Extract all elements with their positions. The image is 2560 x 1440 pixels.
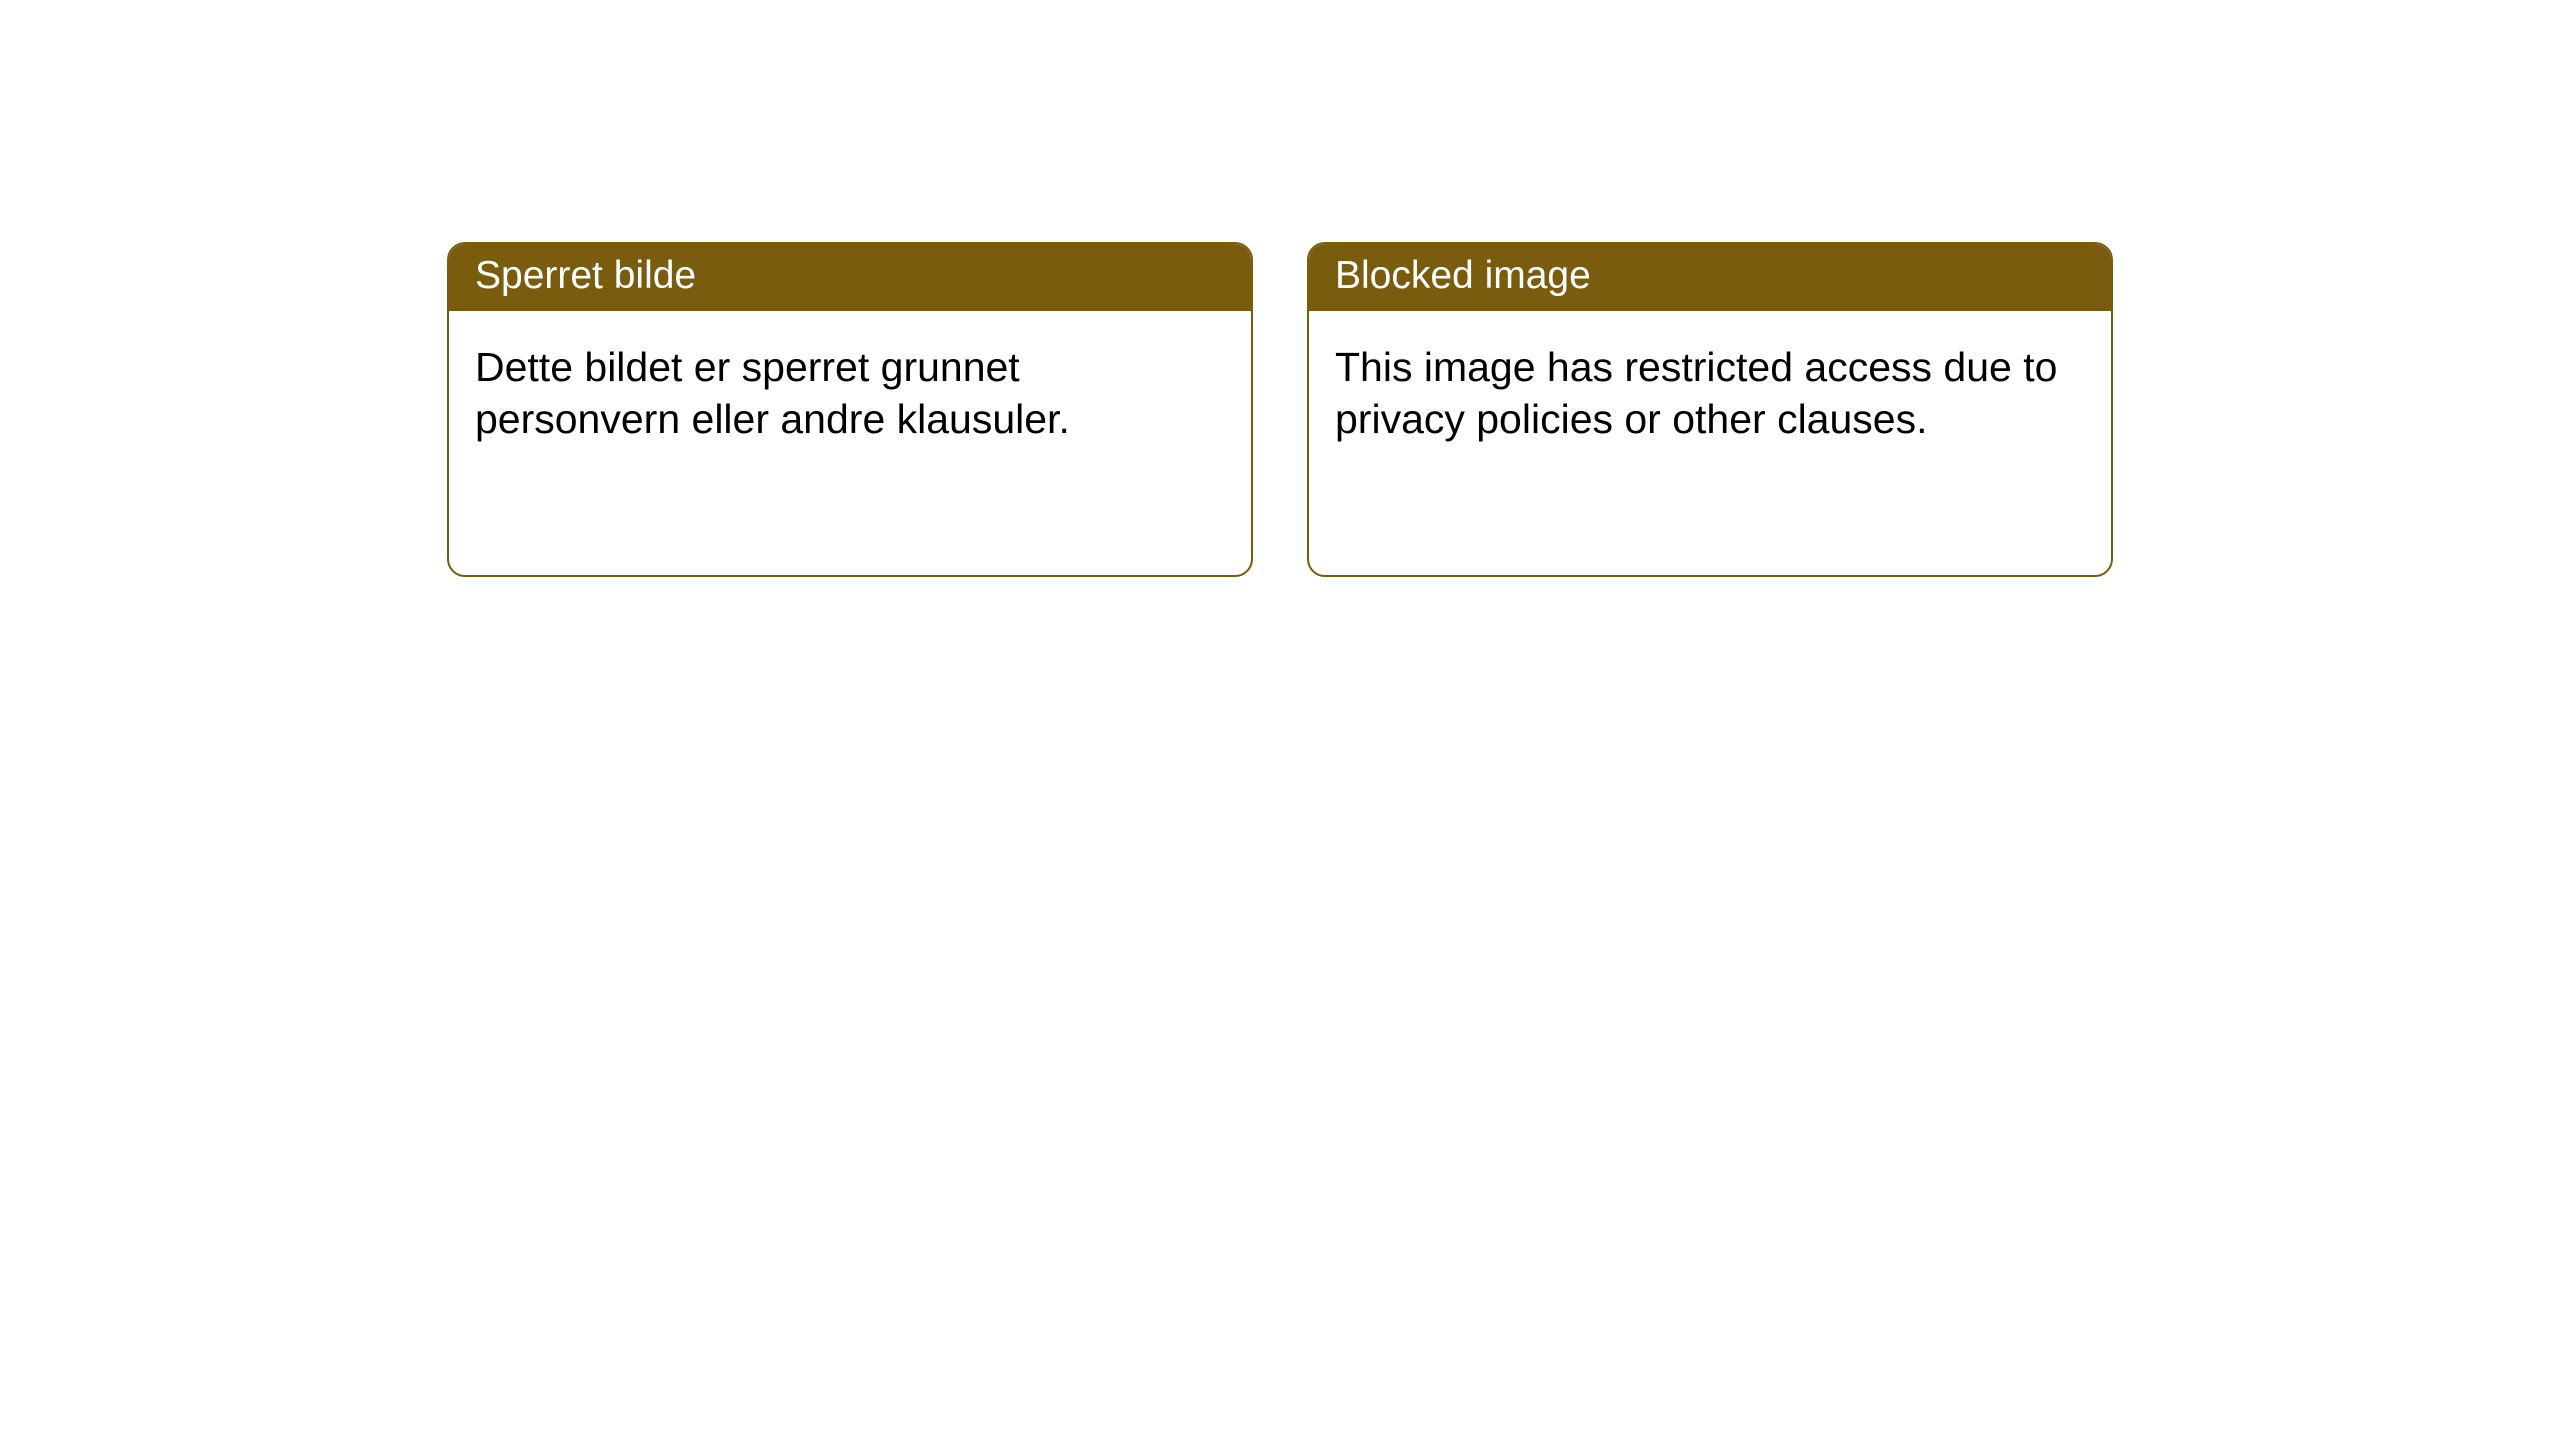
card-body: Dette bildet er sperret grunnet personve…	[449, 311, 1251, 476]
card-header: Blocked image	[1309, 244, 2111, 311]
notice-cards-container: Sperret bilde Dette bildet er sperret gr…	[447, 242, 2113, 1440]
card-body-text: This image has restricted access due to …	[1335, 344, 2057, 442]
card-body-text: Dette bildet er sperret grunnet personve…	[475, 344, 1070, 442]
blocked-image-card-no: Sperret bilde Dette bildet er sperret gr…	[447, 242, 1253, 577]
card-title: Blocked image	[1335, 254, 1591, 297]
card-title: Sperret bilde	[475, 254, 696, 297]
blocked-image-card-en: Blocked image This image has restricted …	[1307, 242, 2113, 577]
card-header: Sperret bilde	[449, 244, 1251, 311]
card-body: This image has restricted access due to …	[1309, 311, 2111, 476]
